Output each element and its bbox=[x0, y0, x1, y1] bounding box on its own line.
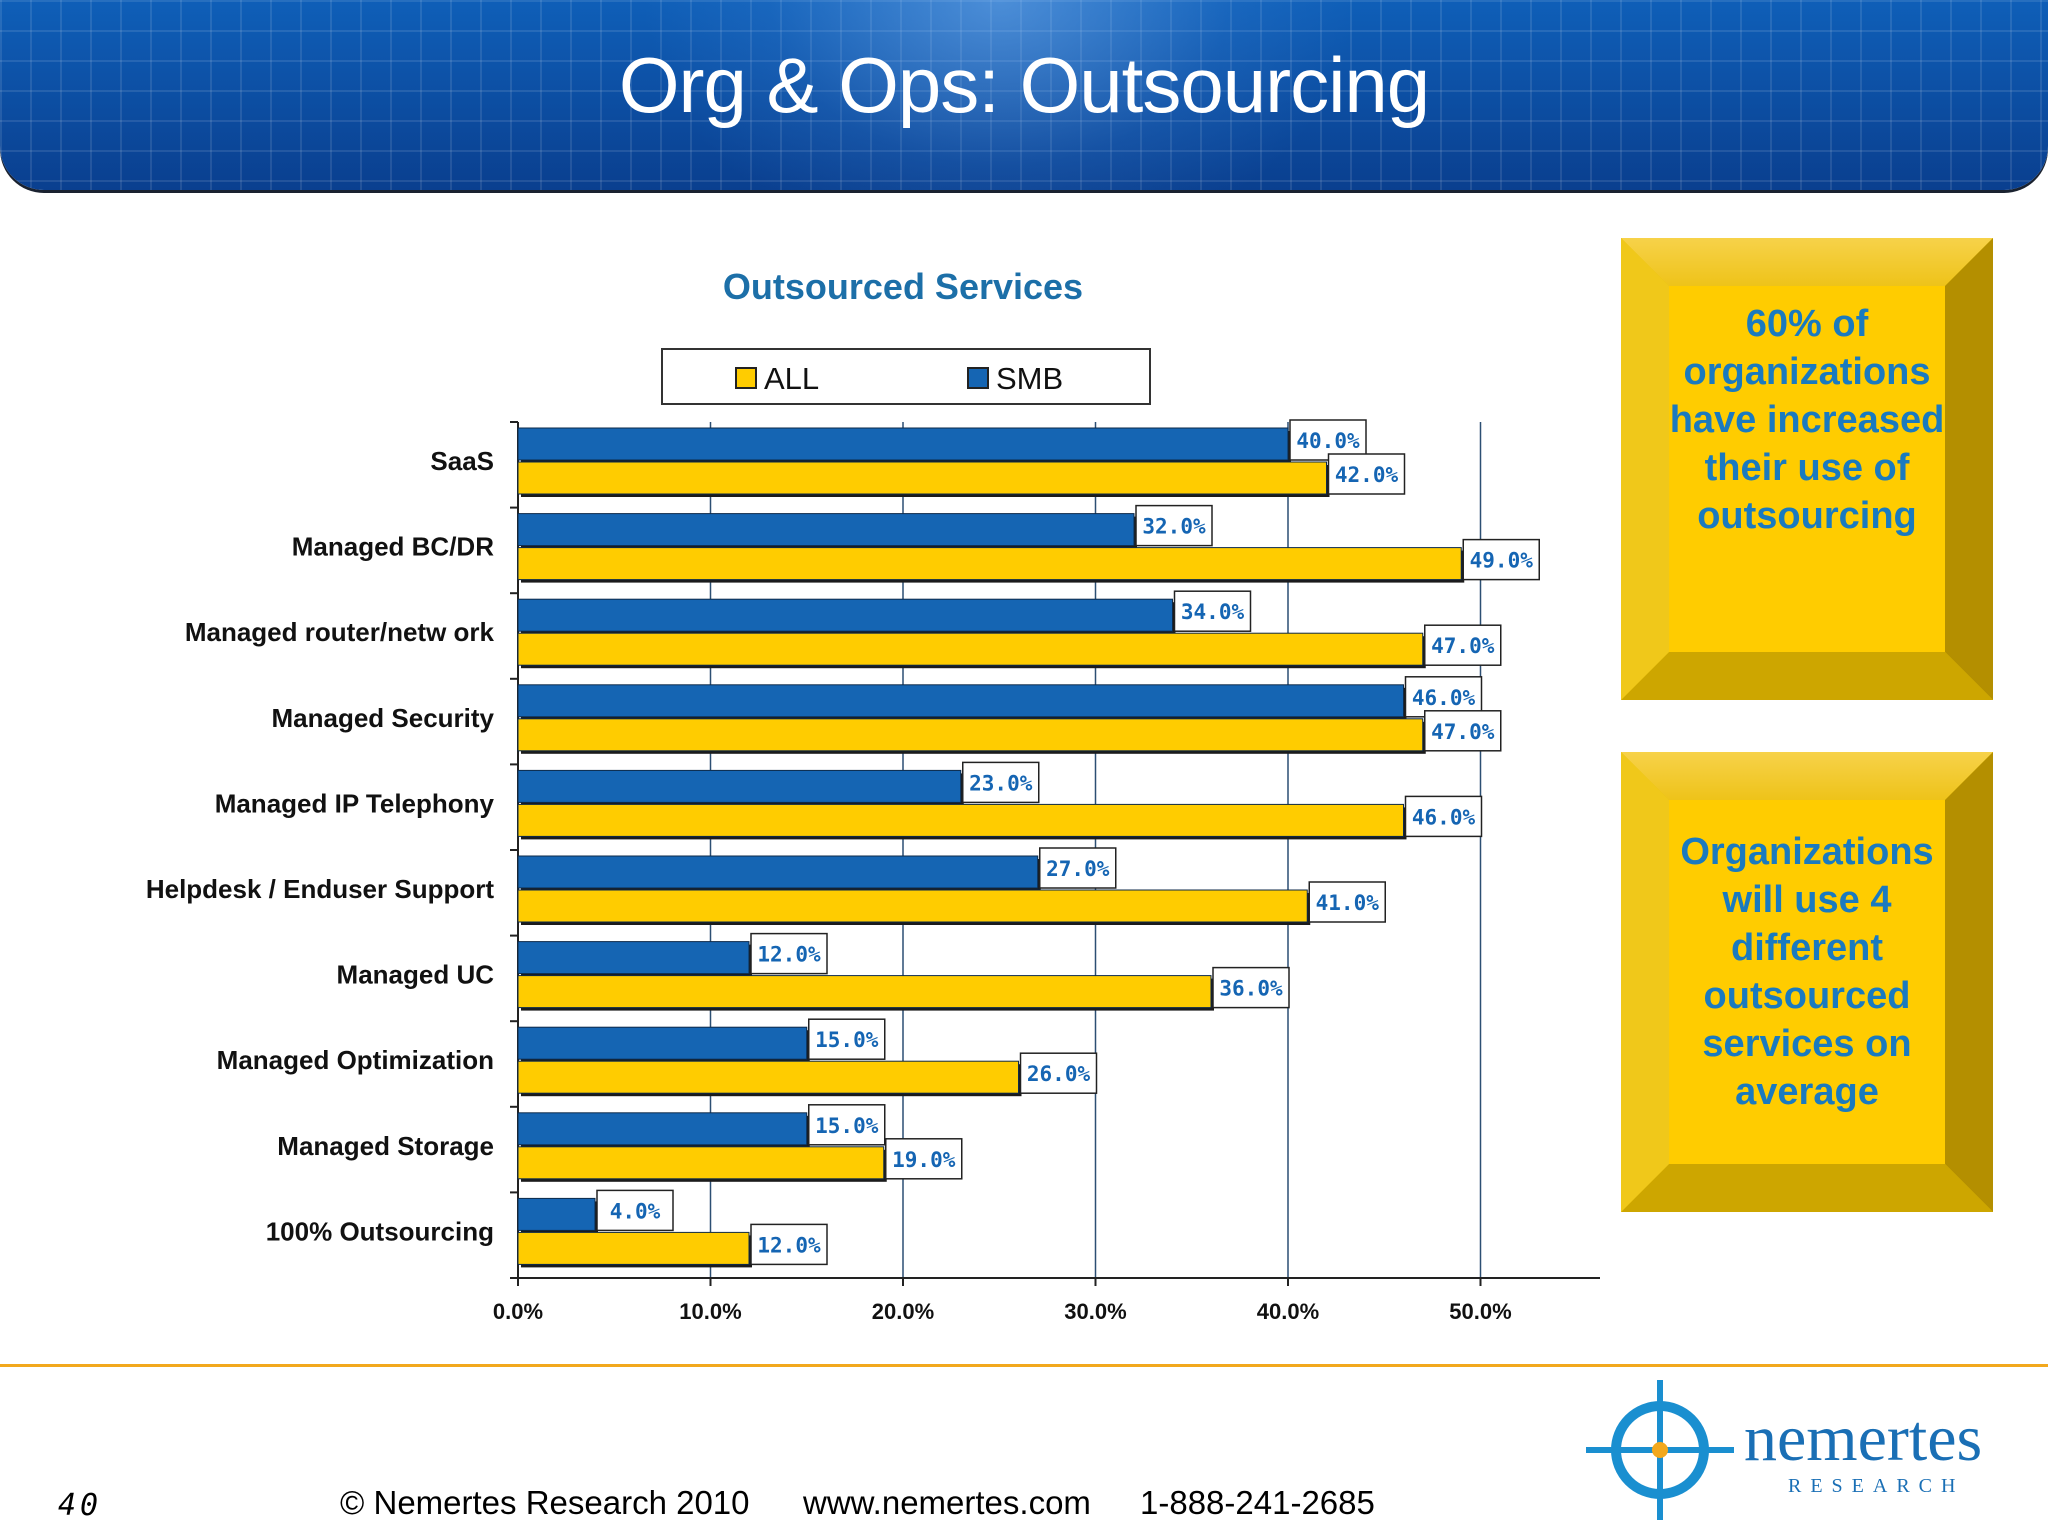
footer-divider bbox=[0, 1364, 2048, 1367]
bar-all bbox=[517, 1231, 750, 1265]
data-label-smb: 15.0% bbox=[815, 1114, 879, 1138]
data-label-box bbox=[1019, 1052, 1098, 1094]
outsourced-services-chart: Outsourced Services ALL SMB 0.0% 10.0% 20.0% 3… bbox=[146, 266, 1600, 1324]
bar-smb bbox=[517, 769, 962, 803]
x-tick-label: 10.0% bbox=[679, 1299, 741, 1324]
category-label: Managed Optimization bbox=[217, 1045, 494, 1075]
legend-label-all: ALL bbox=[764, 361, 819, 396]
x-tick-label: 40.0% bbox=[1257, 1299, 1319, 1324]
data-label-box bbox=[1424, 624, 1502, 666]
data-label-all: 49.0% bbox=[1470, 549, 1534, 573]
data-label-smb: 4.0% bbox=[610, 1199, 661, 1223]
bar-all bbox=[517, 632, 1424, 666]
data-label-box bbox=[1308, 881, 1386, 923]
bar-smb bbox=[517, 513, 1135, 547]
bar-all bbox=[517, 1060, 1019, 1094]
data-label-smb: 32.0% bbox=[1142, 515, 1206, 539]
x-tick-label: 20.0% bbox=[872, 1299, 934, 1324]
bar-all bbox=[517, 547, 1462, 581]
data-label-box bbox=[808, 1104, 886, 1146]
slide-title: Org & Ops: Outsourcing bbox=[618, 41, 1430, 129]
x-tick-label: 50.0% bbox=[1449, 1299, 1511, 1324]
logo-crosshair-icon bbox=[1586, 1380, 1734, 1520]
callout-text-2: Organizations will use 4 different outso… bbox=[1680, 831, 1934, 1113]
data-label-box bbox=[596, 1189, 674, 1232]
data-label-box bbox=[1135, 504, 1213, 547]
data-label-box bbox=[1404, 795, 1483, 838]
x-tick-label: 30.0% bbox=[1064, 1299, 1126, 1324]
category-label: 100% Outsourcing bbox=[266, 1216, 494, 1246]
data-label-all: 47.0% bbox=[1431, 720, 1495, 744]
callout-box-2: Organizations will use 4 different outso… bbox=[1621, 752, 1993, 1212]
data-label-smb: 23.0% bbox=[969, 771, 1033, 795]
legend-swatch-all bbox=[735, 367, 757, 389]
data-label-box bbox=[1212, 966, 1290, 1009]
bar-all bbox=[517, 889, 1308, 923]
data-label-box bbox=[1173, 590, 1252, 632]
bar-smb bbox=[517, 855, 1039, 889]
nemertes-logo[interactable]: nemertes RESEARCH bbox=[1580, 1368, 2020, 1528]
title-banner: Org & Ops: Outsourcing bbox=[0, 0, 2048, 190]
bar-smb bbox=[517, 1112, 808, 1146]
bar-all bbox=[517, 718, 1424, 752]
footer-website: www.nemertes.com bbox=[803, 1484, 1091, 1521]
data-label-box bbox=[808, 1018, 886, 1060]
data-label-all: 12.0% bbox=[757, 1233, 821, 1257]
data-label-box bbox=[962, 761, 1040, 804]
legend-swatch-smb bbox=[967, 367, 989, 389]
bar-smb bbox=[517, 598, 1173, 632]
data-label-smb: 40.0% bbox=[1296, 429, 1360, 453]
data-label-smb: 34.0% bbox=[1181, 600, 1245, 624]
data-label-all: 42.0% bbox=[1335, 463, 1399, 487]
bar-all bbox=[517, 461, 1327, 495]
data-label-smb: 15.0% bbox=[815, 1028, 879, 1052]
data-label-all: 19.0% bbox=[892, 1148, 956, 1172]
category-label: SaaS bbox=[430, 446, 494, 476]
bar-all bbox=[517, 1146, 885, 1180]
logo-wordmark: nemertes bbox=[1744, 1402, 1982, 1475]
data-label-box bbox=[750, 932, 828, 975]
data-label-all: 46.0% bbox=[1412, 805, 1476, 829]
callout-box-1: 60% of organizations have increased thei… bbox=[1621, 238, 1993, 700]
category-label: Managed UC bbox=[337, 960, 495, 990]
footer-phone: 1-888-241-2685 bbox=[1140, 1484, 1375, 1521]
legend-label-smb: SMB bbox=[996, 361, 1063, 396]
page-number: 40 bbox=[58, 1488, 103, 1523]
category-label: Managed BC/DR bbox=[292, 532, 494, 562]
data-label-box bbox=[1039, 847, 1117, 889]
data-label-smb: 27.0% bbox=[1046, 857, 1110, 881]
data-label-box bbox=[1327, 453, 1406, 495]
data-label-smb: 46.0% bbox=[1412, 686, 1476, 710]
bar-smb bbox=[517, 1026, 808, 1060]
bar-smb bbox=[517, 427, 1289, 461]
category-label: Managed router/netw ork bbox=[185, 617, 495, 647]
data-label-box bbox=[885, 1138, 963, 1180]
data-label-smb: 12.0% bbox=[757, 943, 821, 967]
bar-smb bbox=[517, 1197, 596, 1231]
data-label-box bbox=[1424, 710, 1502, 752]
x-tick-label: 0.0% bbox=[493, 1299, 543, 1324]
callout-text-1: 60% of organizations have increased thei… bbox=[1669, 303, 1945, 537]
logo-subtitle: RESEARCH bbox=[1788, 1475, 1964, 1497]
category-label: Managed Storage bbox=[277, 1131, 494, 1161]
data-label-box bbox=[1462, 538, 1540, 581]
data-label-box bbox=[750, 1223, 828, 1266]
bar-all bbox=[517, 975, 1212, 1009]
data-label-all: 41.0% bbox=[1316, 891, 1380, 915]
chart-title: Outsourced Services bbox=[723, 266, 1083, 307]
category-label: Helpdesk / Enduser Support bbox=[146, 874, 495, 904]
footer-copyright: © Nemertes Research 2010 bbox=[340, 1484, 750, 1521]
bar-smb bbox=[517, 684, 1404, 718]
data-label-all: 26.0% bbox=[1027, 1062, 1091, 1086]
bar-all bbox=[517, 803, 1404, 837]
data-label-all: 47.0% bbox=[1431, 634, 1495, 658]
data-label-all: 36.0% bbox=[1219, 977, 1283, 1001]
bar-smb bbox=[517, 941, 750, 975]
category-label: Managed IP Telephony bbox=[215, 788, 495, 818]
category-label: Managed Security bbox=[271, 703, 494, 733]
